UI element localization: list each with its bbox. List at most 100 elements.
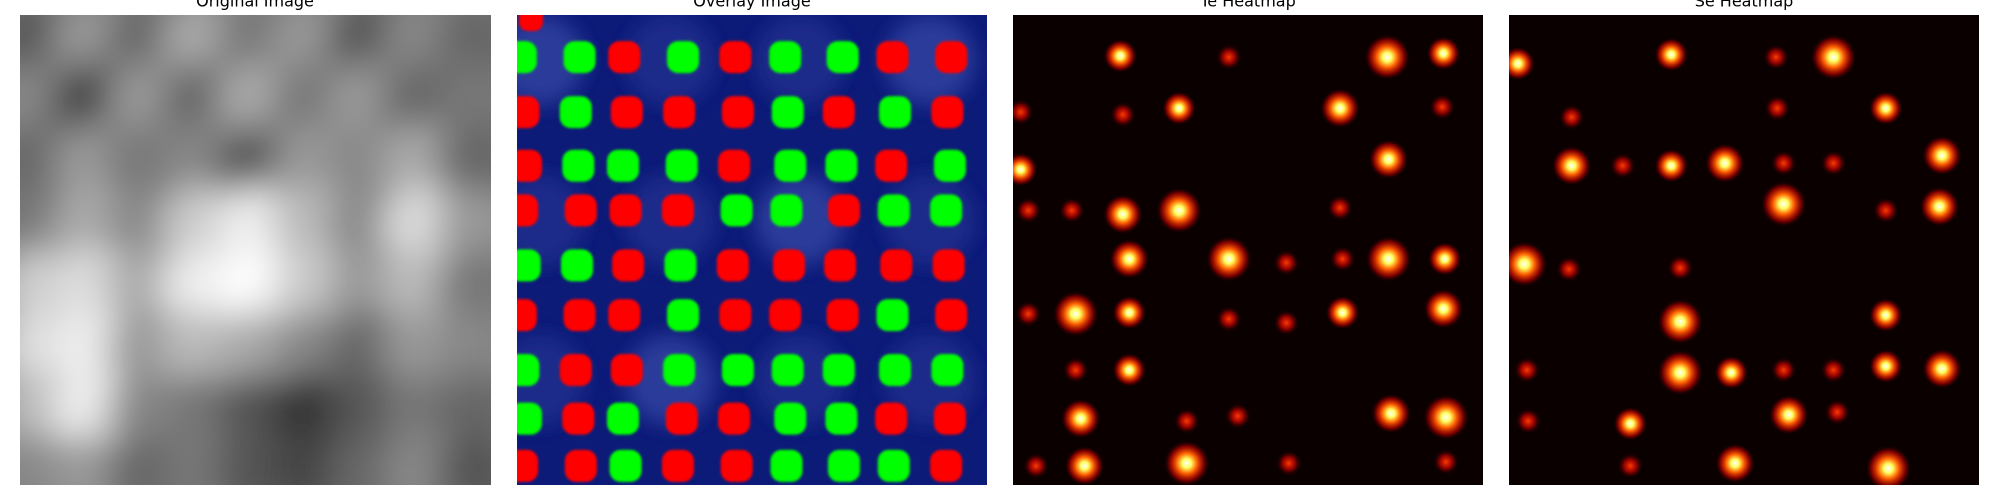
atom-marker [827,194,860,227]
hot-spot [1868,298,1903,333]
texture-blob [436,247,491,328]
texture-blob [106,123,187,204]
atom-marker [935,299,968,332]
atom-marker [931,96,964,129]
hot-spot [1102,194,1143,235]
atom-marker [661,194,694,227]
hot-spot [1921,135,1962,176]
atom-marker [608,299,641,332]
atom-marker [769,299,802,332]
atom-marker [718,149,751,182]
hot-spot [1109,238,1150,279]
texture-blob [106,309,187,390]
atom-marker [564,194,597,227]
texture-blob [436,61,491,142]
texture-blob [381,61,462,142]
hot-spot [1422,394,1469,441]
hot-spot [1013,152,1038,187]
atom-marker [663,96,696,129]
hot-spot [1657,298,1704,345]
atom-marker [719,41,752,74]
hot-spot [1704,143,1745,184]
atom-marker [517,249,541,282]
hot-spot [1064,445,1105,485]
atom-marker [563,299,596,332]
atom-marker [822,96,855,129]
hot-spot [1013,99,1034,126]
hot-spot [1371,393,1412,434]
atom-marker [610,354,643,387]
atom-marker [933,149,966,182]
texture-blob [381,185,462,266]
atom-marker [609,194,642,227]
texture-blob [326,309,407,390]
atom-marker [876,41,909,74]
hot-spot [1654,148,1689,183]
atom-marker [825,402,858,435]
hot-spot [1919,186,1960,227]
atom-marker [827,449,860,482]
texture-blob [271,371,352,452]
hot-spot [1015,300,1042,327]
atom-marker [773,249,806,282]
hot-spot [1770,150,1797,177]
texture-blob [216,185,297,266]
hot-spot [1764,95,1791,122]
texture-blob [271,309,352,390]
hot-spot [1824,399,1851,426]
texture-blob [517,15,585,105]
atom-marker [825,149,858,182]
atom-marker [826,41,859,74]
hot-spot [1426,36,1461,71]
hot-spot [1162,91,1197,126]
se-heatmap [1509,15,1979,485]
texture-blob [271,123,352,204]
hot-spot [1558,104,1585,131]
hot-spot [1714,355,1749,390]
hot-spot [1365,235,1412,282]
atom-marker [877,194,910,227]
atom-marker [612,249,645,282]
atom-marker [517,449,539,482]
hot-spot [1715,443,1756,484]
hot-spot [1215,44,1242,71]
texture-blob [161,185,242,266]
texture-blob [381,309,462,390]
panel-title: Original Image [196,0,314,11]
atom-marker [880,249,913,282]
atom-marker [667,41,700,74]
texture-blob [51,185,132,266]
atom-marker [562,149,595,182]
texture-blob [216,247,297,328]
texture-blob [161,309,242,390]
hot-spot [1427,241,1462,276]
atom-marker [932,249,965,282]
texture-blob [216,309,297,390]
atom-marker [607,149,640,182]
hot-spot [1515,408,1542,435]
texture-blob [161,61,242,142]
hot-spot [1551,145,1592,186]
hot-spot [1617,452,1644,479]
hot-spot [1326,194,1353,221]
hot-spot [1058,197,1085,224]
texture-blob [436,309,491,390]
atom-marker [608,41,641,74]
atom-marker [665,402,698,435]
atom-marker [877,449,910,482]
texture-blob [51,61,132,142]
hot-spot [1429,93,1456,120]
hot-spot [1768,394,1809,435]
hot-spot [1205,235,1252,282]
panel-title: Se Heatmap [1695,0,1794,11]
texture-blob [161,123,242,204]
atom-marker [824,249,857,282]
atom-marker [876,299,909,332]
hot-spot [1513,357,1540,384]
hot-spot [1667,254,1694,281]
hot-spot [1820,150,1847,177]
atom-marker [661,449,694,482]
texture-blob [326,185,407,266]
hot-spot [1760,181,1807,228]
texture-blob [436,433,491,485]
